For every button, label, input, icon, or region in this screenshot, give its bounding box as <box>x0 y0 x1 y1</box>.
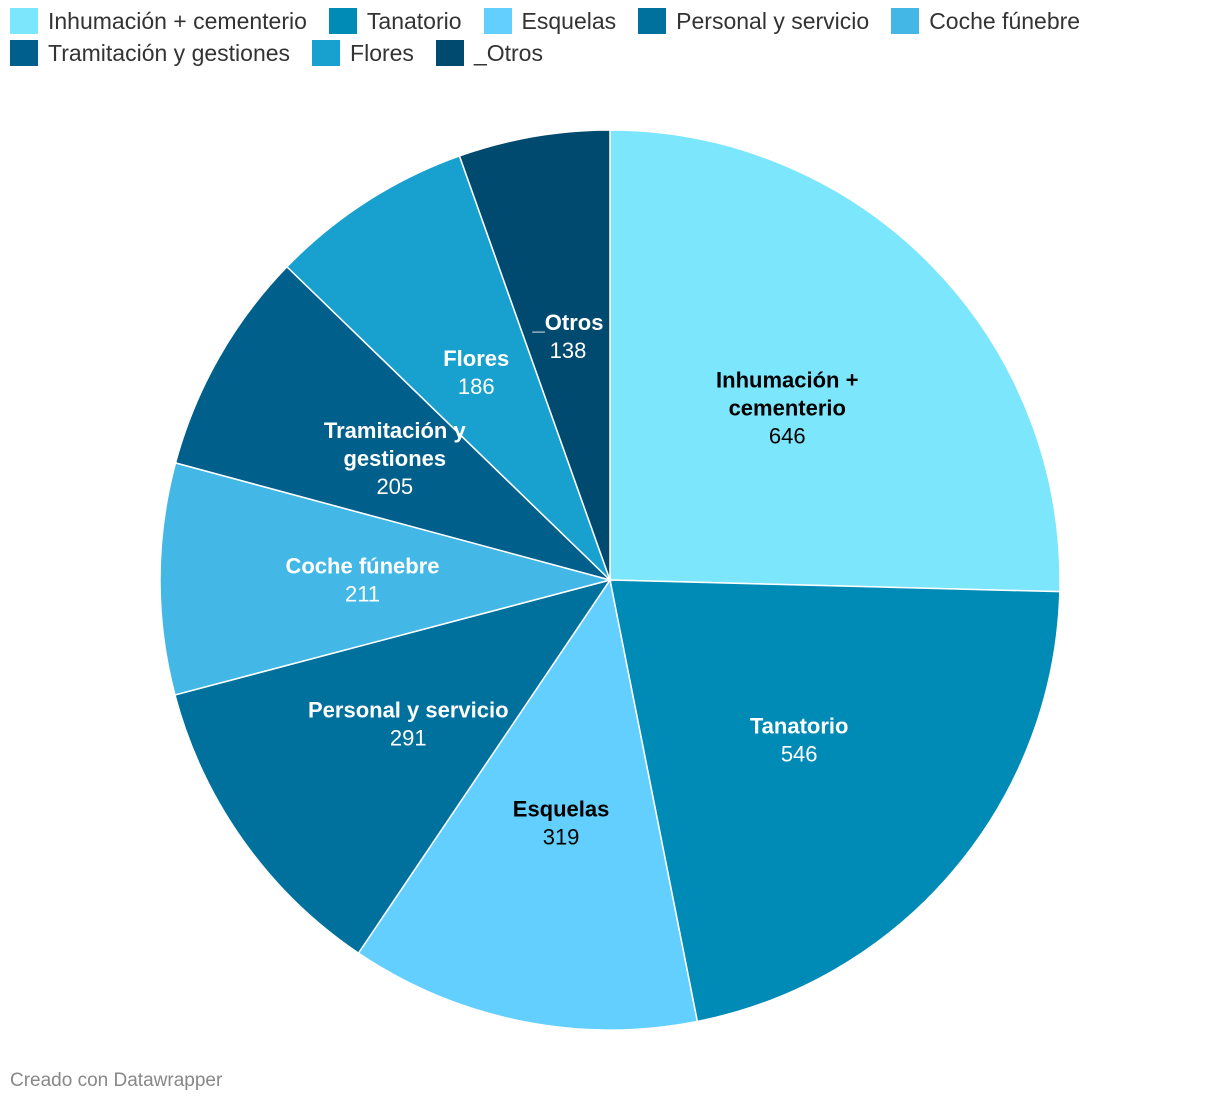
legend-swatch <box>10 8 38 34</box>
slice-name: Tanatorio <box>750 714 849 739</box>
credit-text: Creado con Datawrapper <box>10 1070 223 1091</box>
slice-value: 138 <box>550 338 587 363</box>
slice-name: Flores <box>443 346 509 371</box>
legend-swatch <box>10 40 38 66</box>
legend-swatch <box>638 8 667 34</box>
legend-label: Flores <box>350 39 414 66</box>
legend-item: Tramitación y gestiones <box>10 40 290 66</box>
slice-name: _Otros <box>532 310 604 335</box>
slice-label: Tanatorio 546 <box>750 714 849 767</box>
legend-label: Inhumación + cementerio <box>48 7 307 34</box>
legend-item: Personal y servicio <box>638 8 869 34</box>
pie-slice <box>609 579 1061 1023</box>
slice-name: Personal y servicio <box>308 697 509 722</box>
slice-value: 211 <box>345 581 380 606</box>
legend-swatch <box>483 8 512 34</box>
slice-value: 546 <box>781 742 818 767</box>
slice-value: 186 <box>458 374 495 399</box>
slice-value: 291 <box>390 725 427 750</box>
slice-name: Inhumación + <box>716 367 858 392</box>
slice-label: Flores 186 <box>443 346 509 399</box>
slice-label: Coche fúnebre 211 <box>285 553 439 606</box>
legend-item: Inhumación + cementerio <box>10 8 307 34</box>
pie-slice <box>174 578 612 955</box>
slice-label: Personal y servicio 291 <box>308 697 509 750</box>
legend-item: Esquelas <box>483 7 617 34</box>
pie-slice <box>458 129 611 581</box>
legend-label: Coche fúnebre <box>929 7 1081 34</box>
legend: Inhumación + cementerio Tanatorio Esquelas… <box>10 8 1200 66</box>
slice-value: 646 <box>769 423 806 448</box>
legend-item: Tanatorio <box>328 7 462 34</box>
legend-label: Tramitación y gestiones <box>48 39 291 66</box>
pie-slice <box>357 578 699 1031</box>
slice-label: Inhumación + cementerio 646 <box>716 367 858 448</box>
legend-swatch <box>891 8 920 34</box>
legend-label: Personal y servicio <box>676 7 870 34</box>
slice-name: gestiones <box>343 446 446 471</box>
pie-slice <box>285 154 611 581</box>
slice-labels: Inhumación + cementerio 646 Tanatorio 546 Esq… <box>285 310 858 850</box>
slice-label: Tramitación y gestiones 205 <box>324 418 467 499</box>
legend-item: Flores <box>312 40 414 66</box>
slice-name: Esquelas <box>513 797 610 822</box>
slice-value: 205 <box>376 474 413 499</box>
slice-value: 319 <box>543 825 580 850</box>
legend-label: Tanatorio <box>366 7 462 34</box>
legend-item: Coche fúnebre <box>891 8 1080 34</box>
pie-slice <box>174 265 613 582</box>
legend-swatch <box>435 40 464 66</box>
slice-name: cementerio <box>729 395 846 420</box>
legend-swatch <box>328 8 357 34</box>
slice-label: _Otros 138 <box>532 310 604 363</box>
legend-item: _Otros <box>435 39 543 66</box>
slice-name: Coche fúnebre <box>285 553 439 578</box>
legend-label: Esquelas <box>521 7 617 34</box>
pie-slices <box>159 129 1061 1031</box>
slice-name: Tramitación y <box>324 418 467 443</box>
legend-label: _Otros <box>473 39 543 66</box>
legend-swatch <box>312 40 341 66</box>
pie-slice <box>609 129 1061 593</box>
pie-slice <box>159 461 613 696</box>
slice-label: Esquelas 319 <box>513 797 610 850</box>
